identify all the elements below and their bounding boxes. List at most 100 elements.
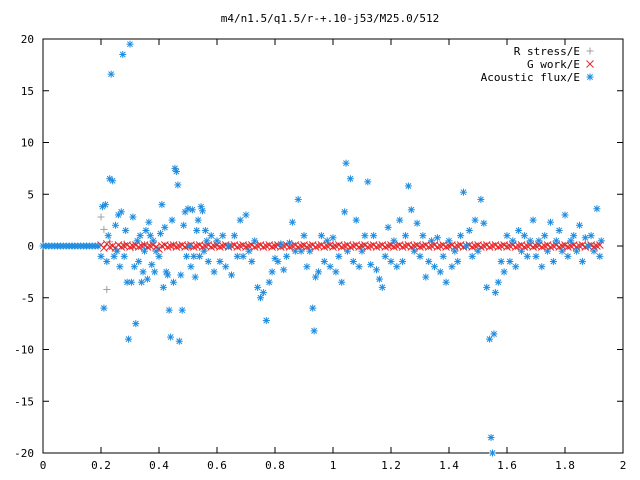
data-point bbox=[309, 304, 317, 312]
x-tick-label: 1.8 bbox=[555, 459, 575, 472]
data-point bbox=[402, 232, 409, 240]
data-point bbox=[193, 226, 201, 234]
data-point bbox=[506, 258, 514, 266]
series-g-work-e bbox=[97, 240, 604, 253]
data-point bbox=[116, 263, 124, 271]
data-point bbox=[225, 242, 233, 250]
data-point bbox=[297, 247, 305, 255]
data-point bbox=[320, 258, 328, 266]
data-point bbox=[477, 195, 485, 203]
data-point bbox=[529, 216, 537, 224]
series-layer bbox=[39, 40, 605, 457]
y-tick-label: 10 bbox=[21, 137, 34, 150]
data-point bbox=[526, 237, 534, 245]
data-point bbox=[341, 208, 349, 216]
data-point bbox=[378, 283, 386, 291]
data-point bbox=[581, 243, 590, 251]
data-point bbox=[104, 232, 112, 240]
data-point bbox=[537, 243, 546, 251]
x-tick-label: 1.2 bbox=[381, 459, 401, 472]
series-acoustic-flux-e bbox=[39, 40, 605, 457]
data-point bbox=[561, 211, 569, 219]
data-point bbox=[312, 273, 320, 281]
data-point bbox=[274, 258, 282, 266]
data-point bbox=[127, 278, 135, 286]
data-point bbox=[593, 205, 601, 213]
data-point bbox=[183, 252, 191, 260]
data-point bbox=[174, 181, 182, 189]
data-point bbox=[523, 252, 531, 260]
data-point bbox=[503, 232, 511, 240]
data-point bbox=[113, 247, 121, 255]
data-point bbox=[390, 243, 398, 251]
data-point bbox=[442, 278, 450, 286]
data-point bbox=[177, 271, 185, 279]
data-point bbox=[465, 226, 473, 234]
data-point bbox=[425, 258, 433, 266]
data-point bbox=[161, 223, 169, 231]
data-point bbox=[485, 243, 494, 251]
data-point bbox=[346, 243, 355, 251]
data-point bbox=[120, 252, 128, 260]
data-point bbox=[393, 263, 401, 271]
data-point bbox=[283, 252, 291, 260]
data-point bbox=[222, 263, 230, 271]
data-point bbox=[546, 243, 555, 251]
data-point bbox=[407, 243, 416, 251]
data-point bbox=[303, 263, 311, 271]
x-tick-label: 2 bbox=[620, 459, 627, 472]
data-point bbox=[520, 243, 529, 251]
data-point bbox=[349, 258, 357, 266]
data-point bbox=[129, 213, 137, 221]
data-point bbox=[597, 237, 605, 245]
data-point bbox=[262, 317, 270, 325]
data-point bbox=[407, 206, 415, 214]
data-point bbox=[337, 243, 346, 251]
data-point bbox=[156, 230, 164, 238]
data-point bbox=[419, 232, 427, 240]
data-point bbox=[159, 283, 167, 291]
data-point bbox=[399, 258, 407, 266]
data-point bbox=[97, 252, 105, 260]
data-point bbox=[363, 243, 372, 251]
data-point bbox=[203, 237, 211, 245]
data-point bbox=[442, 243, 450, 251]
data-point bbox=[593, 242, 601, 250]
data-point bbox=[416, 243, 424, 251]
data-point bbox=[107, 70, 115, 78]
data-point bbox=[346, 175, 354, 183]
legend-label: R stress/E bbox=[514, 45, 580, 58]
data-point bbox=[303, 243, 311, 251]
data-point bbox=[373, 266, 380, 274]
data-point bbox=[410, 247, 418, 255]
data-point bbox=[460, 188, 467, 196]
data-point bbox=[490, 330, 498, 338]
data-point bbox=[97, 213, 105, 221]
data-point bbox=[396, 216, 404, 224]
data-point bbox=[541, 232, 549, 240]
data-point bbox=[567, 237, 575, 245]
data-point bbox=[251, 237, 259, 245]
data-point bbox=[139, 268, 147, 276]
data-point bbox=[445, 237, 453, 245]
data-point bbox=[454, 258, 462, 266]
data-point bbox=[381, 243, 390, 251]
data-point bbox=[191, 273, 199, 281]
data-point bbox=[424, 243, 433, 251]
data-point bbox=[213, 237, 221, 245]
data-point bbox=[486, 335, 494, 343]
data-point bbox=[133, 237, 141, 245]
data-point bbox=[310, 327, 318, 335]
data-point bbox=[494, 243, 503, 251]
data-point bbox=[355, 263, 363, 271]
data-point bbox=[288, 218, 296, 226]
data-point bbox=[187, 263, 195, 271]
data-point bbox=[578, 258, 586, 266]
data-point bbox=[503, 243, 511, 251]
data-point bbox=[242, 243, 250, 251]
data-point bbox=[544, 247, 552, 255]
data-point bbox=[320, 243, 329, 251]
data-point bbox=[149, 237, 157, 245]
data-point bbox=[590, 247, 598, 255]
data-point bbox=[468, 252, 476, 260]
